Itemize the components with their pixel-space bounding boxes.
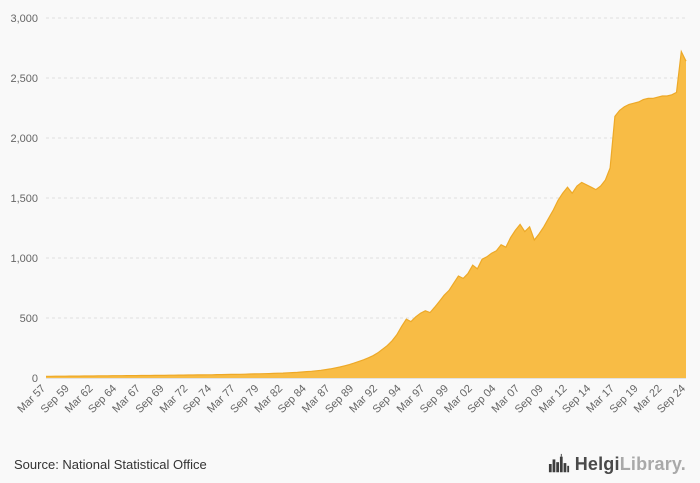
source-text: Source: National Statistical Office bbox=[14, 456, 207, 472]
brand-secondary: Library bbox=[619, 453, 681, 474]
skyline-bars-icon bbox=[548, 453, 569, 473]
y-axis-labels: 0 500 1,000 1,500 2,000 2,500 3,000 bbox=[10, 13, 38, 385]
svg-text:1,500: 1,500 bbox=[10, 193, 38, 205]
svg-text:1,000: 1,000 bbox=[10, 253, 38, 265]
svg-text:2,500: 2,500 bbox=[10, 73, 38, 85]
brand-wordmark: HelgiLibrary. bbox=[575, 454, 686, 475]
area-series bbox=[46, 51, 686, 378]
svg-text:2,000: 2,000 bbox=[10, 133, 38, 145]
brand-suffix: . bbox=[680, 453, 686, 474]
helgi-library-logo[interactable]: HelgiLibrary. bbox=[548, 453, 686, 475]
svg-text:0: 0 bbox=[32, 373, 38, 385]
svg-text:500: 500 bbox=[20, 313, 38, 325]
svg-text:3,000: 3,000 bbox=[10, 13, 38, 25]
footer: Source: National Statistical Office Helg… bbox=[0, 453, 700, 475]
brand-primary: Helgi bbox=[574, 453, 620, 474]
series-line bbox=[46, 49, 687, 377]
